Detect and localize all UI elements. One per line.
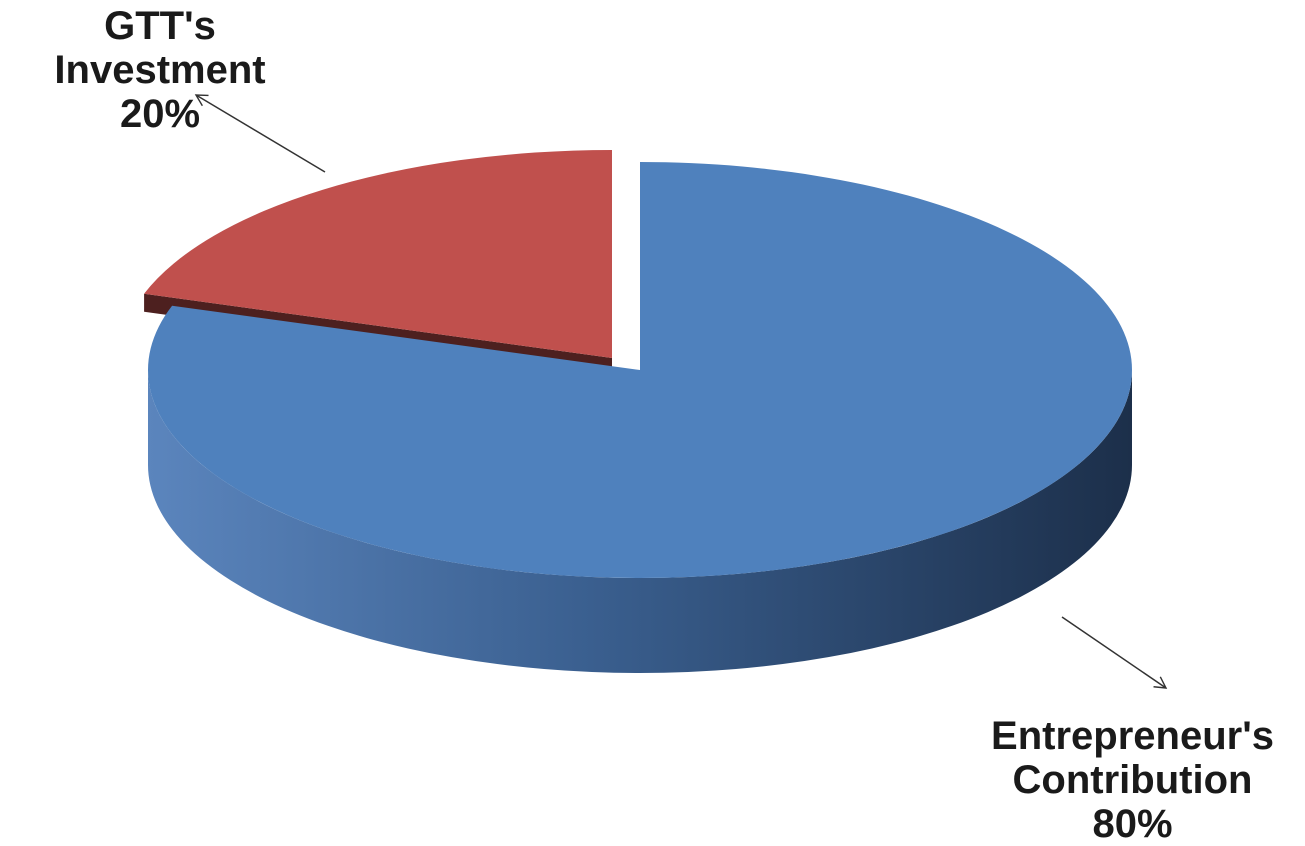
gtt-leader-arrow <box>194 94 326 173</box>
gtt-slice-label: GTT's Investment 20% <box>0 4 320 136</box>
entrepreneur-label-percent: 80% <box>1092 802 1173 846</box>
gtt-label-percent: 20% <box>119 92 201 136</box>
entrepreneur-label-line-1: Entrepreneur's <box>991 714 1274 758</box>
entrepreneur-label-line-2: Contribution <box>1012 758 1253 802</box>
slice-entrepreneur <box>147 162 1132 673</box>
slice-top <box>147 162 1132 578</box>
gtt-label-line-1: GTT's <box>104 4 216 48</box>
entrepreneur-leader-arrow <box>1061 616 1168 689</box>
slice-top <box>144 150 612 358</box>
gtt-label-line-2: Investment <box>54 48 266 92</box>
slice-side-wall <box>148 370 1132 673</box>
entrepreneur-slice-label: Entrepreneur's Contribution 80% <box>960 714 1305 846</box>
